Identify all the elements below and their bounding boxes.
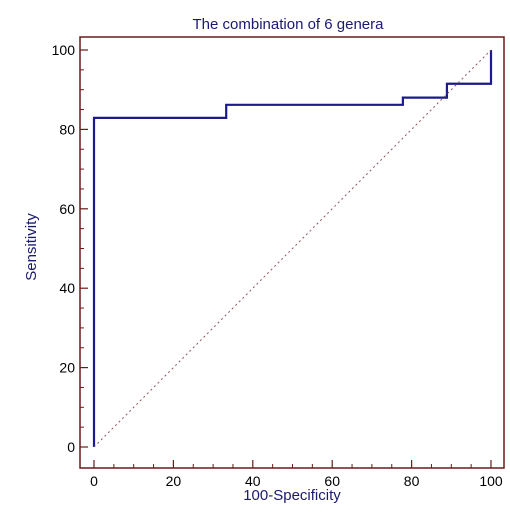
y-tick-label: 100 — [52, 42, 76, 58]
x-tick-label: 40 — [245, 473, 261, 489]
y-tick-label: 60 — [59, 201, 75, 217]
y-axis-label: Sensitivity — [23, 213, 40, 281]
y-tick-label: 80 — [59, 121, 75, 137]
y-tick-label: 20 — [59, 360, 75, 376]
roc-curve-line — [92, 50, 493, 447]
x-tick-label: 80 — [404, 473, 420, 489]
x-tick-label: 60 — [324, 473, 340, 489]
y-tick-label: 40 — [59, 280, 75, 296]
chart-title: The combination of 6 genera — [193, 16, 385, 33]
x-axis-label: 100-Specificity — [243, 487, 341, 504]
x-axis: 0 20 40 60 80 100 — [90, 460, 503, 489]
x-tick-label: 20 — [166, 473, 182, 489]
reference-diagonal-line — [93, 49, 492, 448]
y-tick-label: 0 — [67, 439, 75, 455]
x-tick-label: 100 — [479, 473, 503, 489]
x-tick-label: 0 — [90, 473, 98, 489]
plot-frame — [79, 36, 505, 469]
series-layer — [92, 49, 493, 448]
y-axis: 0 20 40 60 80 100 — [52, 42, 88, 455]
